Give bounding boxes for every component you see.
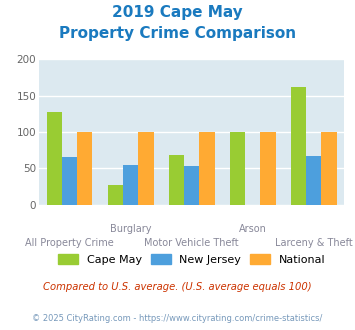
Bar (291, 87, 306, 205)
Bar (200, 132, 214, 205)
Bar (62, 157, 77, 205)
Bar (169, 155, 184, 205)
Bar (47, 112, 62, 205)
Text: Larceny & Theft: Larceny & Theft (275, 238, 353, 248)
Text: Burglary: Burglary (110, 224, 151, 234)
Bar (322, 132, 337, 205)
Text: Motor Vehicle Theft: Motor Vehicle Theft (144, 238, 239, 248)
Bar (306, 156, 322, 205)
Text: All Property Crime: All Property Crime (25, 238, 114, 248)
Legend: Cape May, New Jersey, National: Cape May, New Jersey, National (58, 254, 326, 265)
Bar (138, 132, 153, 205)
Bar (108, 185, 123, 205)
Bar (184, 166, 200, 205)
Text: 2019 Cape May: 2019 Cape May (112, 5, 243, 20)
Text: Property Crime Comparison: Property Crime Comparison (59, 26, 296, 41)
Bar (123, 165, 138, 205)
Text: Arson: Arson (239, 224, 267, 234)
Bar (230, 132, 245, 205)
Text: © 2025 CityRating.com - https://www.cityrating.com/crime-statistics/: © 2025 CityRating.com - https://www.city… (32, 314, 323, 323)
Text: Compared to U.S. average. (U.S. average equals 100): Compared to U.S. average. (U.S. average … (43, 282, 312, 292)
Bar (77, 132, 92, 205)
Bar (261, 132, 275, 205)
